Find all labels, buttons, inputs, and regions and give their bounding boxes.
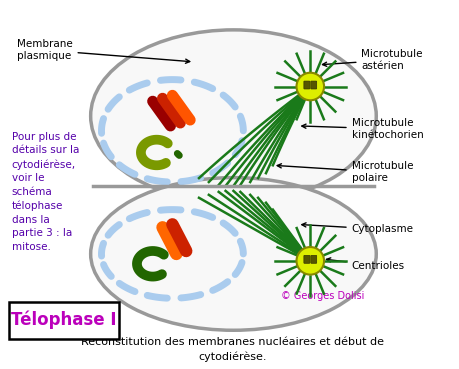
FancyBboxPatch shape	[304, 81, 310, 89]
Circle shape	[297, 73, 324, 100]
Circle shape	[297, 247, 324, 275]
Text: Microtubule
astérien: Microtubule astérien	[323, 49, 423, 71]
Ellipse shape	[91, 177, 376, 330]
FancyBboxPatch shape	[311, 81, 317, 89]
Text: Télophase I: Télophase I	[11, 311, 117, 329]
Text: Reconstitution des membranes nucléaires et début de
cytodiérèse.: Reconstitution des membranes nucléaires …	[81, 337, 384, 362]
Ellipse shape	[91, 30, 376, 202]
Text: © Georges Dolisi: © Georges Dolisi	[281, 291, 364, 301]
Text: Microtubule
polaire: Microtubule polaire	[277, 161, 413, 183]
Text: Cytoplasme: Cytoplasme	[302, 223, 414, 234]
FancyBboxPatch shape	[9, 302, 119, 339]
FancyBboxPatch shape	[311, 255, 317, 263]
Text: Centrioles: Centrioles	[326, 258, 405, 271]
Text: Microtubule
kinétochorien: Microtubule kinétochorien	[302, 118, 423, 139]
Text: Membrane
plasmique: Membrane plasmique	[17, 39, 190, 63]
FancyBboxPatch shape	[304, 255, 310, 263]
Text: Pour plus de
détails sur la
cytodiérèse,
voir le
schéma
télophase
dans la
partie: Pour plus de détails sur la cytodiérèse,…	[12, 132, 79, 252]
